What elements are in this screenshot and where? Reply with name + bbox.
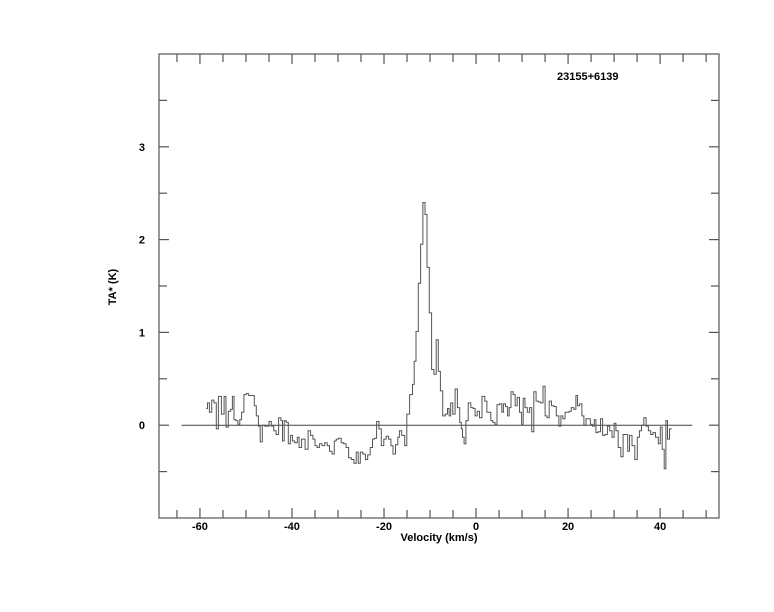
x-tick-label: -40 bbox=[284, 521, 300, 533]
chart-title: 23155+6139 bbox=[557, 71, 618, 83]
x-tick-label: -60 bbox=[192, 521, 208, 533]
x-tick-label: 20 bbox=[562, 521, 574, 533]
x-tick-label: -20 bbox=[376, 521, 392, 533]
y-axis-label: TA* (K) bbox=[107, 268, 119, 305]
y-tick-label: 1 bbox=[139, 327, 145, 339]
x-tick-label: 0 bbox=[473, 521, 479, 533]
y-tick-label: 2 bbox=[139, 235, 145, 247]
y-tick-label: 0 bbox=[139, 420, 145, 432]
x-tick-label: 40 bbox=[654, 521, 666, 533]
axis-ticks bbox=[159, 54, 719, 518]
y-tick-label: 3 bbox=[139, 142, 145, 154]
spectrum-trace bbox=[206, 202, 672, 470]
x-axis-label: Velocity (km/s) bbox=[400, 532, 477, 544]
tick-labels: -60 -40 -20 0 20 40 0 1 2 3 bbox=[139, 142, 666, 533]
